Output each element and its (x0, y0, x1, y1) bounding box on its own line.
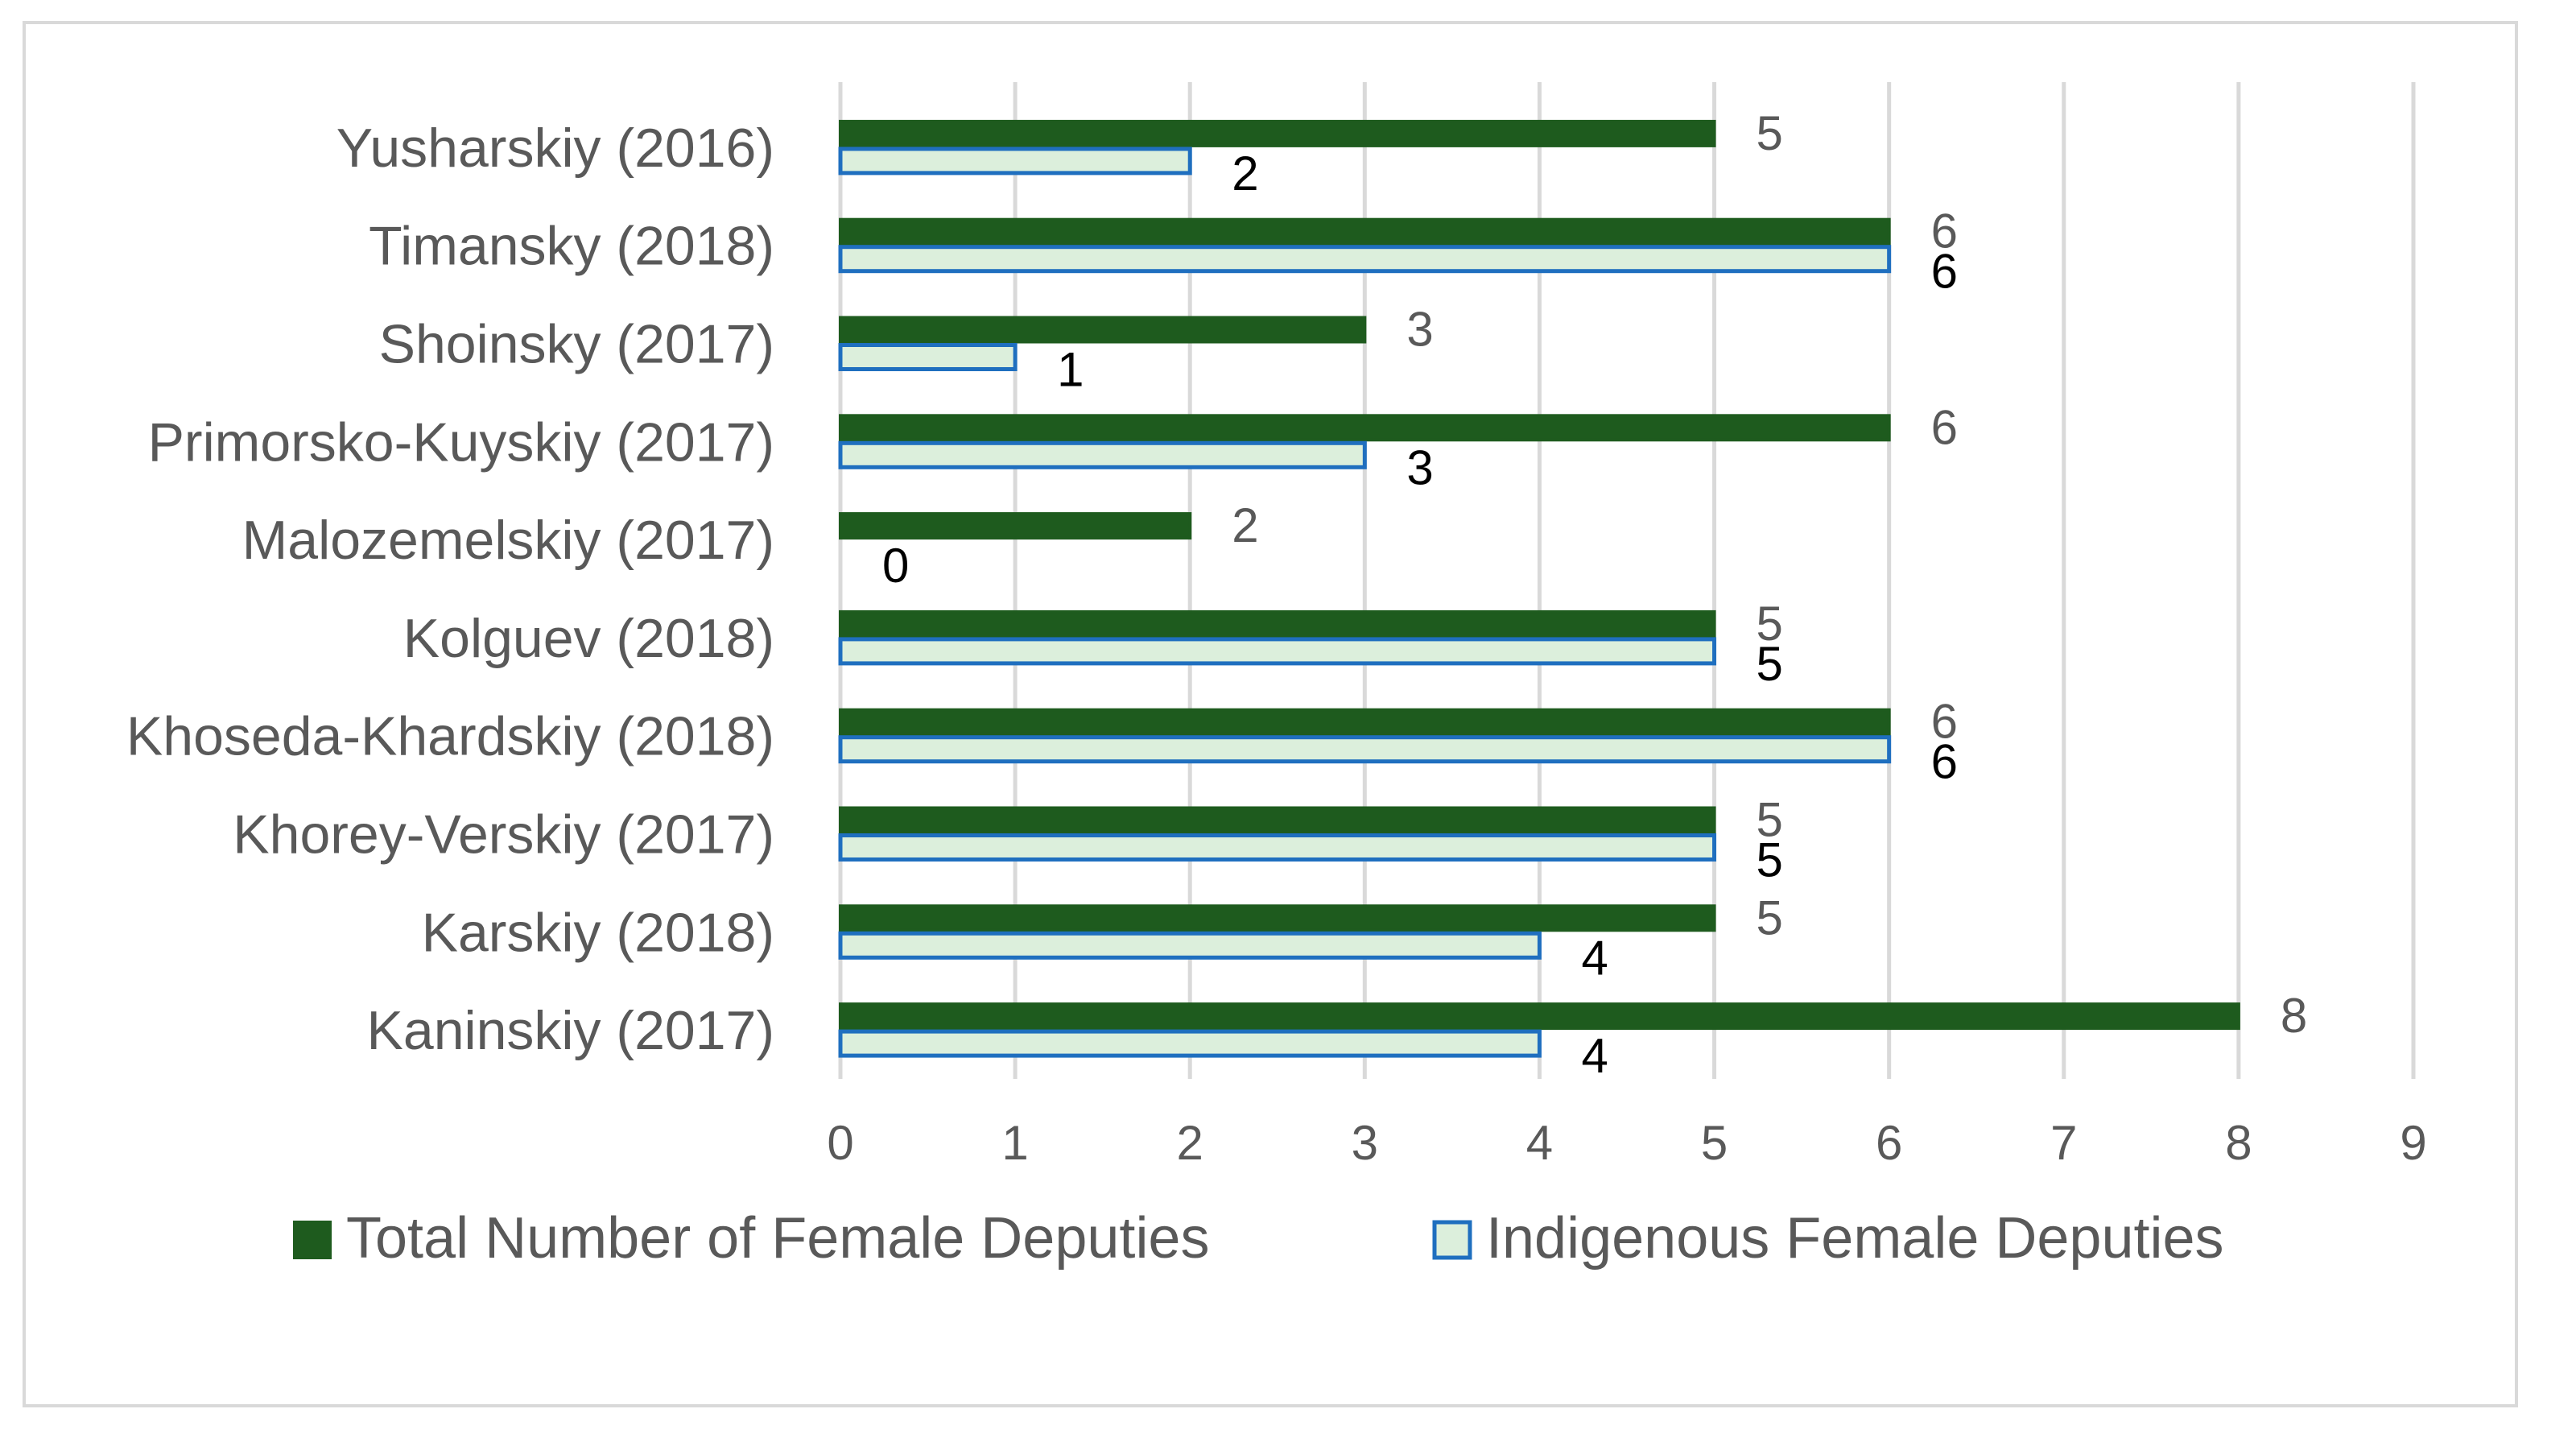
category-label: Khorey-Verskiy (2017) (233, 804, 774, 866)
data-label-total: 6 (1931, 695, 1958, 749)
bar-total (839, 414, 1891, 442)
category-label: Shoinsky (2017) (379, 314, 774, 375)
data-label-total: 5 (1757, 106, 1783, 160)
category-label: Kaninskiy (2017) (367, 1000, 774, 1061)
data-label-total: 5 (1757, 890, 1783, 944)
category-label: Yusharskiy (2016) (336, 118, 774, 179)
legend-swatch-total (293, 1221, 332, 1259)
bar-total (839, 708, 1891, 736)
bar-indigenous (838, 833, 1717, 862)
data-label-indigenous: 5 (1757, 833, 1783, 887)
legend-label-indigenous: Indigenous Female Deputies (1486, 1206, 2224, 1271)
legend-swatch-indigenous (1432, 1220, 1472, 1260)
data-label-total: 2 (1232, 498, 1258, 552)
x-tick-label: 3 (1352, 1116, 1378, 1170)
category-label: Kolguev (2018) (403, 608, 774, 669)
data-label-indigenous: 4 (1581, 931, 1608, 985)
category-label: Karskiy (2018) (422, 902, 774, 963)
x-tick-label: 4 (1526, 1116, 1553, 1170)
bar-total (839, 217, 1891, 246)
bars (838, 119, 2240, 1058)
data-label-total: 6 (1931, 400, 1958, 454)
bar-indigenous (838, 735, 1892, 764)
bar-total (839, 609, 1716, 638)
bar-total (839, 806, 1716, 834)
x-tick-label: 8 (2225, 1116, 2252, 1170)
bar-total (839, 512, 1192, 540)
category-label: Timansky (2018) (369, 216, 774, 277)
data-label-total: 8 (2281, 989, 2307, 1043)
bar-indigenous (838, 147, 1192, 176)
x-tick-label: 9 (2400, 1116, 2426, 1170)
category-axis: Yusharskiy (2016) Timansky (2018) Shoinsky… (126, 118, 774, 1061)
x-tick-label: 6 (1876, 1116, 1902, 1170)
bar-indigenous (838, 245, 1892, 274)
x-tick-label: 2 (1177, 1116, 1203, 1170)
bar-indigenous (838, 343, 1018, 371)
data-label-total: 6 (1931, 205, 1958, 258)
data-label-indigenous: 3 (1406, 440, 1433, 494)
category-label: Malozemelskiy (2017) (242, 510, 774, 571)
bar-indigenous (838, 440, 1367, 469)
data-label-total: 5 (1757, 793, 1783, 847)
data-label-indigenous: 5 (1757, 637, 1783, 691)
bar-indigenous (838, 1029, 1542, 1058)
x-tick-label: 5 (1701, 1116, 1728, 1170)
bar-total (839, 316, 1367, 344)
data-label-indigenous: 6 (1931, 735, 1958, 789)
category-label: Primorsko-Kuyskiy (2017) (148, 411, 774, 473)
data-label-indigenous: 6 (1931, 245, 1958, 299)
bar-indigenous (838, 637, 1717, 666)
bar-total (839, 1002, 2240, 1031)
data-label-indigenous: 0 (882, 539, 909, 593)
bar-indigenous (838, 931, 1542, 960)
data-label-total: 5 (1757, 597, 1783, 651)
data-label-indigenous: 4 (1581, 1029, 1608, 1083)
data-label-indigenous: 2 (1232, 147, 1258, 200)
bar-total (839, 119, 1716, 147)
x-tick-label: 7 (2050, 1116, 2077, 1170)
data-label-total: 3 (1406, 303, 1433, 357)
value-axis: 0 1 2 3 4 5 6 7 8 9 (827, 1116, 2426, 1170)
data-label-indigenous: 1 (1057, 343, 1084, 397)
x-tick-label: 1 (1001, 1116, 1028, 1170)
legend-label-total: Total Number of Female Deputies (346, 1206, 1209, 1271)
bar-total (839, 904, 1716, 932)
x-tick-label: 0 (827, 1116, 853, 1170)
legend: Total Number of Female Deputies Indigenou… (293, 1206, 2224, 1271)
category-label: Khoseda-Khardskiy (2018) (126, 706, 774, 767)
